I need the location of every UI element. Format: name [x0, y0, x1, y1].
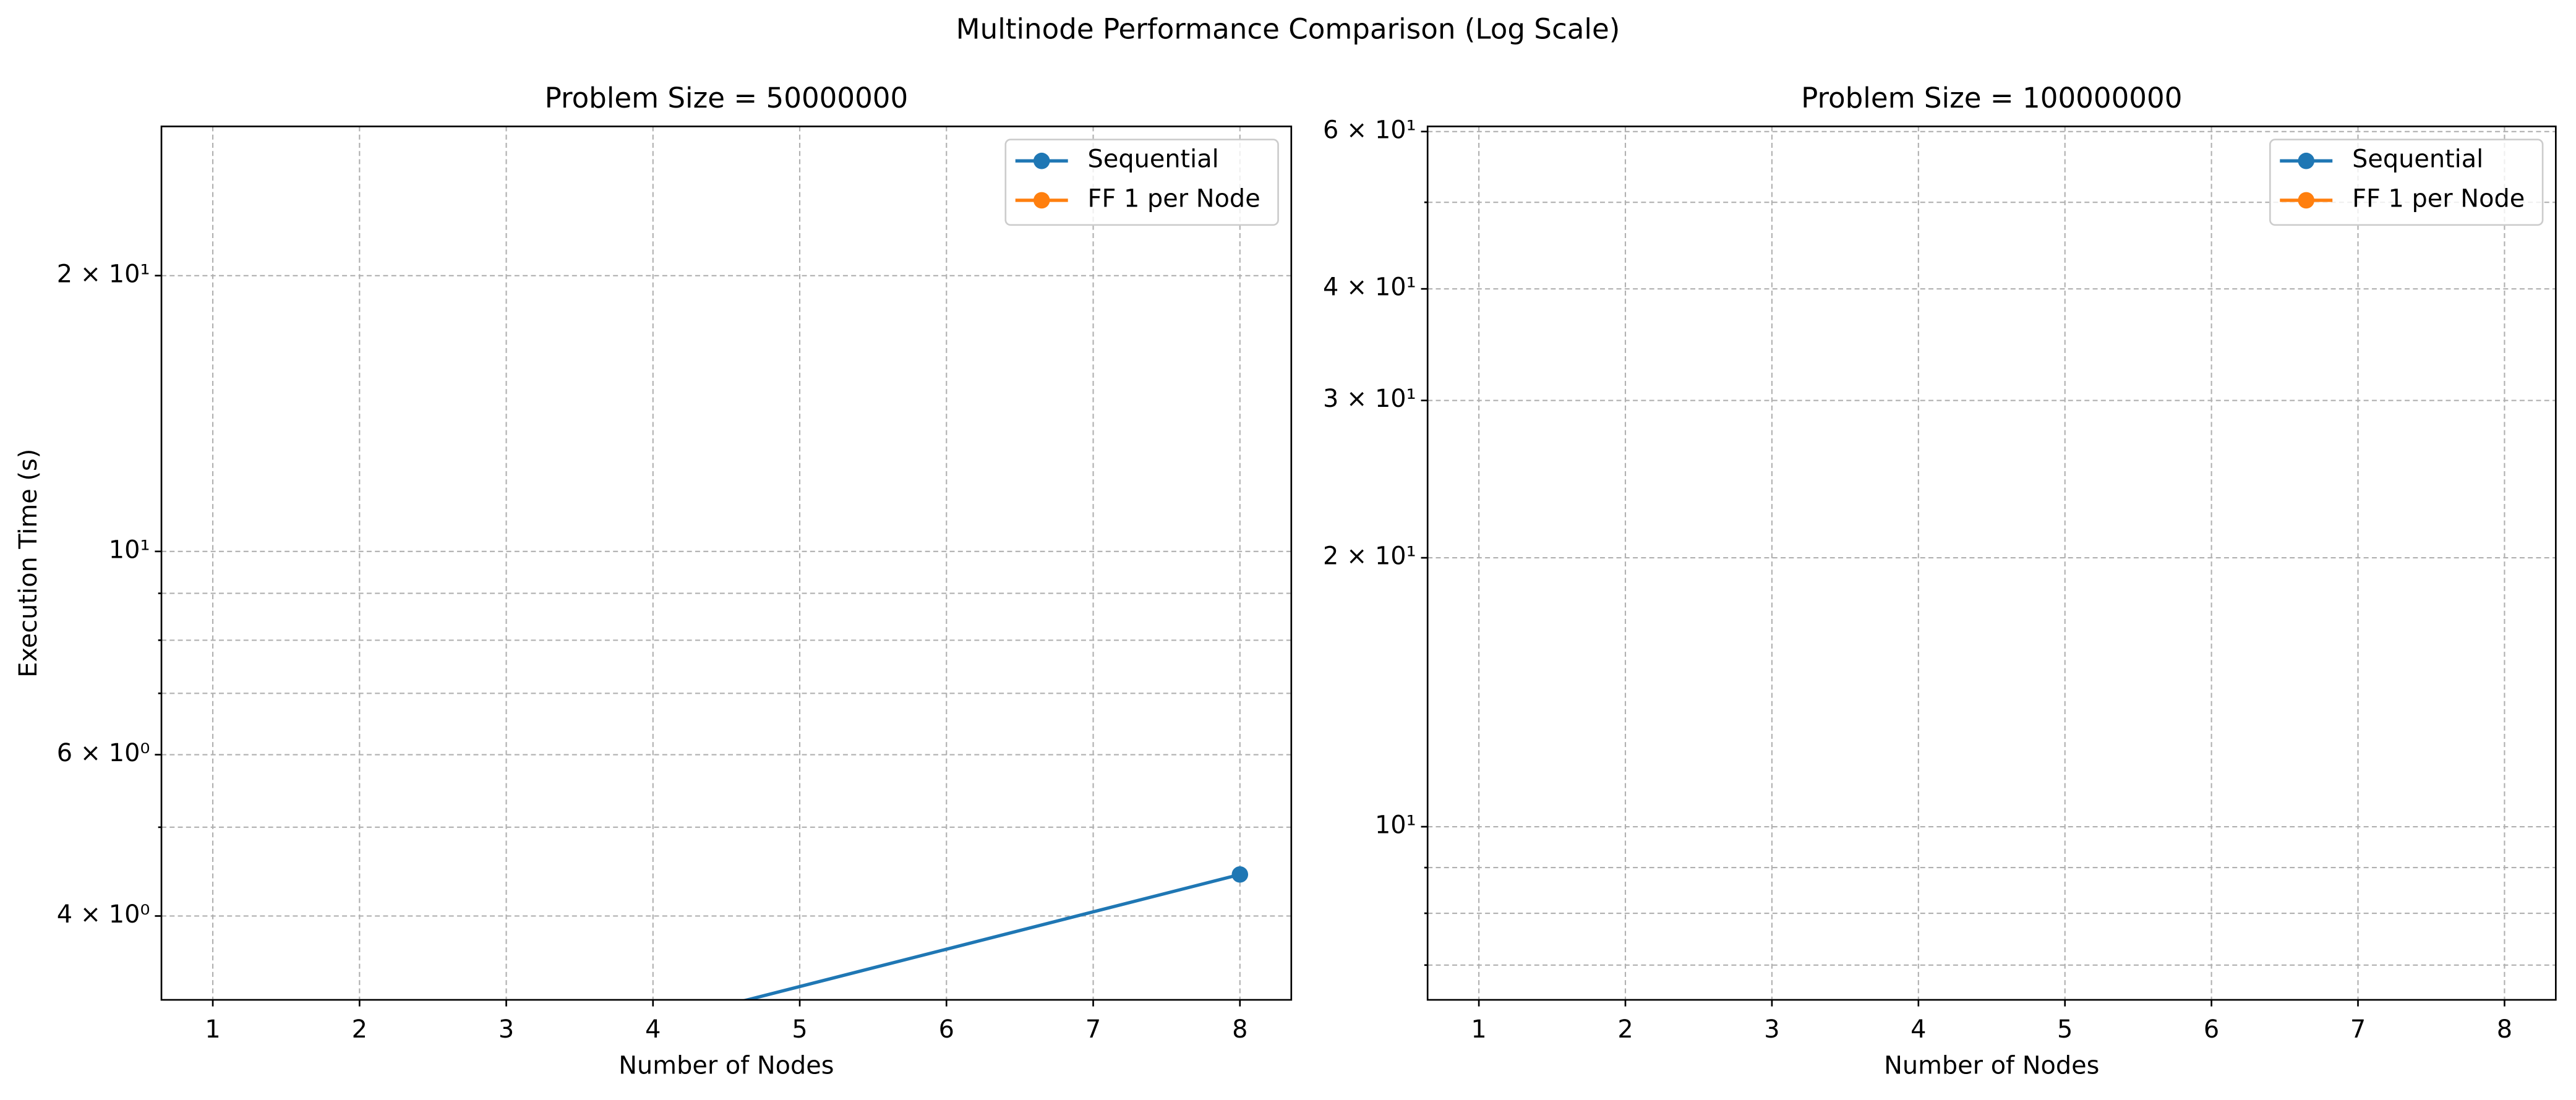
- axes-frame: [160, 126, 1293, 1001]
- x-tick-label: 5: [792, 1015, 807, 1044]
- legend-label: Sequential: [2352, 145, 2483, 174]
- legend-label: Sequential: [1088, 145, 1219, 174]
- legend-marker: [1033, 152, 1050, 169]
- y-tick-label: 2 × 10¹: [1323, 542, 1416, 571]
- legend-marker: [1033, 192, 1050, 209]
- y-tick-label: 10¹: [109, 535, 150, 564]
- y-tick-label: 4 × 10¹: [1323, 273, 1416, 302]
- legend-label: FF 1 per Node: [2352, 184, 2525, 213]
- x-tick-label: 4: [645, 1015, 661, 1044]
- legend-box: [1004, 139, 1279, 226]
- axes-frame: [1426, 126, 2557, 1001]
- series-line: [740, 872, 1241, 1000]
- y-tick-label: 2 × 10¹: [57, 260, 150, 288]
- x-axis-label: Number of Nodes: [1884, 1051, 2099, 1080]
- x-tick-label: 5: [2057, 1015, 2073, 1044]
- figure-title: Multinode Performance Comparison (Log Sc…: [956, 12, 1620, 45]
- x-tick-label: 1: [1471, 1015, 1486, 1044]
- axes-title: Problem Size = 100000000: [1801, 82, 2182, 114]
- x-tick-label: 2: [352, 1015, 367, 1044]
- y-tick-label: 10¹: [1375, 811, 1416, 840]
- x-tick-label: 6: [939, 1015, 954, 1044]
- x-tick-label: 7: [1085, 1015, 1101, 1044]
- x-axis-label: Number of Nodes: [618, 1051, 834, 1080]
- y-tick-label: 6 × 10⁰: [57, 739, 150, 767]
- plot-area: [740, 866, 1249, 1000]
- axes-title: Problem Size = 50000000: [545, 82, 909, 114]
- x-tick-label: 1: [205, 1015, 220, 1044]
- y-tick-label: 6 × 10¹: [1323, 116, 1416, 144]
- x-tick-label: 2: [1617, 1015, 1633, 1044]
- legend-label: FF 1 per Node: [1088, 184, 1260, 213]
- x-tick-label: 7: [2350, 1015, 2366, 1044]
- x-tick-label: 3: [499, 1015, 514, 1044]
- x-tick-label: 3: [1764, 1015, 1779, 1044]
- legend-box: [2269, 139, 2544, 226]
- y-tick-label: 3 × 10¹: [1323, 385, 1416, 413]
- x-tick-label: 6: [2204, 1015, 2219, 1044]
- x-tick-label: 4: [1911, 1015, 1926, 1044]
- legend-marker: [2298, 152, 2315, 169]
- y-tick-label: 4 × 10⁰: [57, 900, 150, 929]
- x-tick-label: 8: [2497, 1015, 2512, 1044]
- legend-marker: [2298, 192, 2315, 209]
- y-axis-label: Execution Time (s): [14, 449, 43, 678]
- x-tick-label: 8: [1232, 1015, 1247, 1044]
- data-point: [1231, 866, 1249, 883]
